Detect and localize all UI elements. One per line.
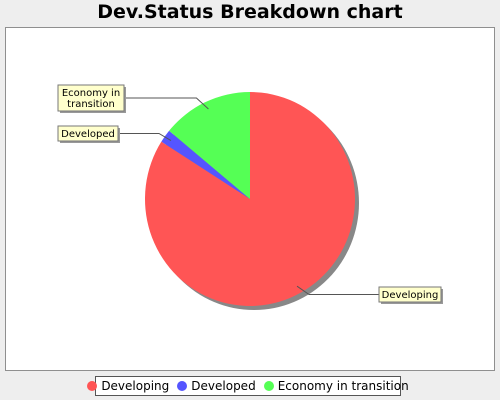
- leader-line-developed: [118, 133, 172, 141]
- legend-label-developing: Developing: [101, 379, 170, 393]
- legend-label-developed: Developed: [191, 379, 256, 393]
- pie-slice-developing: [144, 92, 355, 306]
- legend-swatch-developing: [87, 381, 98, 391]
- legend-label-economy-in-transition: Economy in transition: [277, 379, 409, 393]
- legend-item-developed: Developed: [177, 379, 256, 393]
- callout-label-economy-in-transition-line-0: Economy in: [62, 88, 120, 99]
- chart-title: Dev.Status Breakdown chart: [97, 1, 403, 23]
- pie-slice-developed: [161, 130, 250, 199]
- legend-swatch-economy-in-transition: [263, 381, 274, 391]
- legend-swatch-developed: [177, 381, 188, 391]
- callout-box-developed: [57, 125, 119, 142]
- callout-label-developed-line-0: Developed: [61, 129, 115, 140]
- legend-item-economy-in-transition: Economy in transition: [263, 379, 409, 393]
- pie-slice-economy-in-transition: [169, 92, 250, 199]
- leader-line-developing: [296, 285, 379, 295]
- legend: Developing Developed Economy in transiti…: [87, 376, 409, 396]
- callout-label-economy-in-transition-line-1: transition: [67, 99, 115, 110]
- leader-line-economy-in-transition: [124, 97, 209, 110]
- callout-label-developing-line-0: Developing: [382, 290, 439, 301]
- callout-box-economy-in-transition: [57, 84, 125, 112]
- legend-item-developing: Developing: [87, 379, 169, 393]
- callout-box-developing: [378, 286, 442, 303]
